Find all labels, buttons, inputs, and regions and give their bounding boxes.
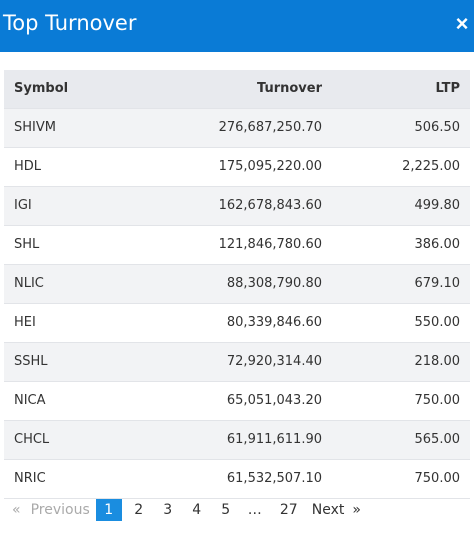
cell-turnover: 61,911,611.90 [154,420,330,460]
previous-button[interactable]: « Previous [8,499,90,521]
table-row[interactable]: NRIC 61,532,507.10 750.00 [4,459,470,499]
modal-header: Top Turnover × [0,0,474,52]
page-button-1[interactable]: 1 [95,499,122,521]
column-header-symbol[interactable]: Symbol [4,70,154,109]
chevron-double-right-icon: » [352,502,361,518]
next-button[interactable]: Next » [312,499,361,521]
cell-ltp: 386.00 [330,225,470,265]
previous-label: Previous [30,502,90,518]
cell-symbol: IGI [4,186,154,226]
cell-ltp: 750.00 [330,459,470,499]
table-row[interactable]: IGI 162,678,843.60 499.80 [4,186,470,226]
modal-title: Top Turnover [3,11,137,35]
cell-turnover: 72,920,314.40 [154,342,330,382]
pagination: « Previous 1 2 3 4 5 … 27 Next » [8,498,361,522]
close-icon[interactable]: × [455,11,469,36]
cell-turnover: 276,687,250.70 [154,108,330,148]
cell-symbol: SHIVM [4,108,154,148]
cell-turnover: 88,308,790.80 [154,264,330,304]
column-header-turnover[interactable]: Turnover [154,70,330,109]
turnover-table: Symbol Turnover LTP SHIVM 276,687,250.70… [4,70,470,499]
cell-ltp: 499.80 [330,186,470,226]
cell-turnover: 162,678,843.60 [154,186,330,226]
cell-ltp: 218.00 [330,342,470,382]
cell-symbol: SSHL [4,342,154,382]
cell-turnover: 175,095,220.00 [154,147,330,187]
cell-turnover: 121,846,780.60 [154,225,330,265]
cell-symbol: HDL [4,147,154,187]
cell-symbol: NICA [4,381,154,421]
cell-ltp: 550.00 [330,303,470,343]
column-header-ltp[interactable]: LTP [330,70,470,109]
table-row[interactable]: SHIVM 276,687,250.70 506.50 [4,108,470,148]
next-label: Next [311,502,345,518]
table-row[interactable]: HEI 80,339,846.60 550.00 [4,303,470,343]
table-row[interactable]: SSHL 72,920,314.40 218.00 [4,342,470,382]
cell-turnover: 65,051,043.20 [154,381,330,421]
cell-symbol: SHL [4,225,154,265]
table-row[interactable]: NICA 65,051,043.20 750.00 [4,381,470,421]
page-button-5[interactable]: 5 [221,502,231,518]
cell-ltp: 506.50 [330,108,470,148]
cell-ltp: 750.00 [330,381,470,421]
table-header-row: Symbol Turnover LTP [4,70,470,109]
page-button-last[interactable]: 27 [279,502,298,518]
turnover-table-container: Symbol Turnover LTP SHIVM 276,687,250.70… [4,70,470,499]
cell-ltp: 565.00 [330,420,470,460]
page-button-4[interactable]: 4 [192,502,202,518]
cell-symbol: NRIC [4,459,154,499]
cell-ltp: 679.10 [330,264,470,304]
cell-symbol: HEI [4,303,154,343]
table-row[interactable]: HDL 175,095,220.00 2,225.00 [4,147,470,187]
table-row[interactable]: SHL 121,846,780.60 386.00 [4,225,470,265]
chevron-double-left-icon: « [12,502,21,518]
cell-symbol: NLIC [4,264,154,304]
cell-turnover: 61,532,507.10 [154,459,330,499]
pagination-ellipsis: … [247,502,262,518]
table-row[interactable]: CHCL 61,911,611.90 565.00 [4,420,470,460]
table-row[interactable]: NLIC 88,308,790.80 679.10 [4,264,470,304]
page-button-2[interactable]: 2 [134,502,144,518]
page-button-3[interactable]: 3 [163,502,173,518]
cell-turnover: 80,339,846.60 [154,303,330,343]
cell-ltp: 2,225.00 [330,147,470,187]
cell-symbol: CHCL [4,420,154,460]
